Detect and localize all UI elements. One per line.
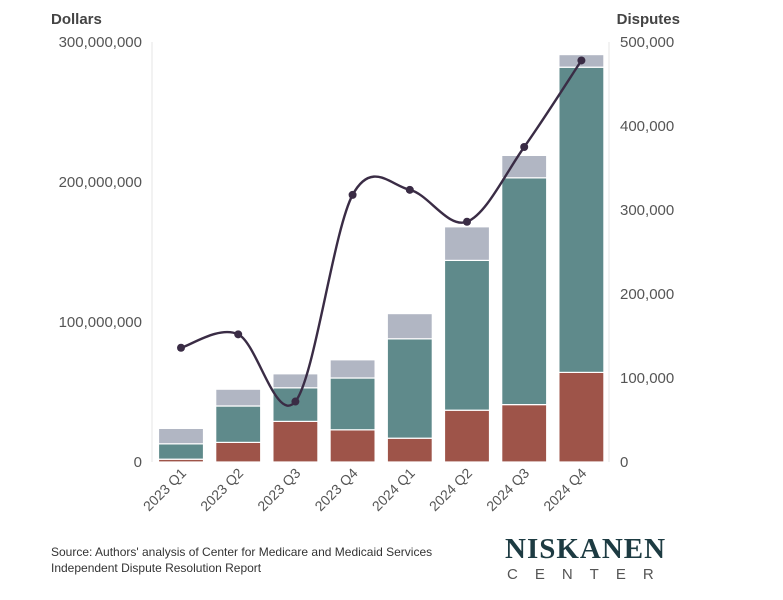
- bar-segment-2: [558, 66, 605, 374]
- bar-segment-2: [215, 405, 262, 444]
- right-tick-label: 100,000: [620, 370, 674, 387]
- x-tick-label: 2023 Q2: [197, 465, 246, 514]
- right-tick-label: 0: [620, 454, 628, 471]
- bar-segment-1: [329, 429, 376, 463]
- bar-segment-2: [501, 177, 548, 406]
- dispute-point: [577, 56, 586, 65]
- left-tick-label: 300,000,000: [59, 34, 142, 51]
- left-tick-label: 0: [134, 454, 142, 471]
- dispute-line-series: [177, 56, 586, 407]
- right-axis-title: Disputes: [617, 11, 680, 28]
- bar-segment-2: [443, 259, 491, 411]
- x-tick-label: 2024 Q4: [540, 465, 589, 514]
- dispute-point: [348, 190, 357, 199]
- x-tick-label: 2023 Q4: [311, 465, 360, 514]
- left-axis-title: Dollars: [51, 11, 102, 28]
- x-tick-label: 2024 Q2: [426, 465, 475, 514]
- bar-segment-1: [558, 371, 605, 463]
- x-tick-label: 2023 Q3: [254, 465, 303, 514]
- bar-series: [157, 53, 605, 463]
- dispute-point: [405, 185, 414, 194]
- logo-wordmark: NISKANEN: [505, 533, 667, 565]
- bar-segment-3: [501, 154, 548, 179]
- bar-segment-2: [157, 443, 205, 460]
- bar-segment-3: [386, 313, 433, 340]
- bar-segment-3: [329, 359, 376, 379]
- source-line-2: Independent Dispute Resolution Report: [51, 561, 262, 575]
- bar-segment-3: [272, 373, 319, 389]
- source-line-1: Source: Authors' analysis of Center for …: [51, 545, 433, 559]
- left-tick-label: 200,000,000: [59, 174, 142, 191]
- dispute-point: [177, 343, 185, 352]
- right-tick-label: 200,000: [620, 286, 674, 303]
- bar-segment-2: [329, 377, 376, 431]
- x-axis-ticks: 2023 Q1 2023 Q2 2023 Q3 2023 Q4 2024 Q1 2024 …: [140, 465, 590, 514]
- bar-segment-3: [157, 427, 205, 445]
- dispute-line: [180, 59, 583, 407]
- bar-segment-1: [443, 409, 491, 463]
- bar-segment-1: [386, 437, 433, 463]
- source-note: Source: Authors' analysis of Center for …: [51, 544, 432, 576]
- bar-segment-1: [215, 441, 262, 463]
- dispute-point: [234, 330, 243, 339]
- right-tick-label: 400,000: [620, 118, 674, 135]
- bar-segment-1: [501, 404, 548, 463]
- dispute-point: [463, 217, 471, 226]
- right-tick-label: 500,000: [620, 34, 674, 51]
- x-tick-label: 2024 Q3: [483, 465, 532, 514]
- bar-segment-3: [215, 388, 262, 407]
- bar-segment-1: [272, 420, 319, 463]
- logo-subtitle: CENTER: [507, 566, 671, 583]
- x-tick-label: 2023 Q1: [140, 465, 189, 514]
- dispute-point: [291, 397, 300, 406]
- right-axis-ticks: 0 100,000 200,000 300,000 400,000 500,000: [620, 34, 674, 471]
- niskanen-center-logo: NISKANEN CENTER: [505, 534, 683, 584]
- dispute-point: [520, 143, 529, 151]
- left-axis-ticks: 0 100,000,000 200,000,000 300,000,000: [59, 34, 142, 471]
- x-tick-label: 2024 Q1: [369, 465, 418, 514]
- bar-segment-3: [443, 226, 491, 262]
- left-tick-label: 100,000,000: [59, 314, 142, 331]
- right-tick-label: 300,000: [620, 202, 674, 219]
- bar-segment-2: [386, 338, 433, 439]
